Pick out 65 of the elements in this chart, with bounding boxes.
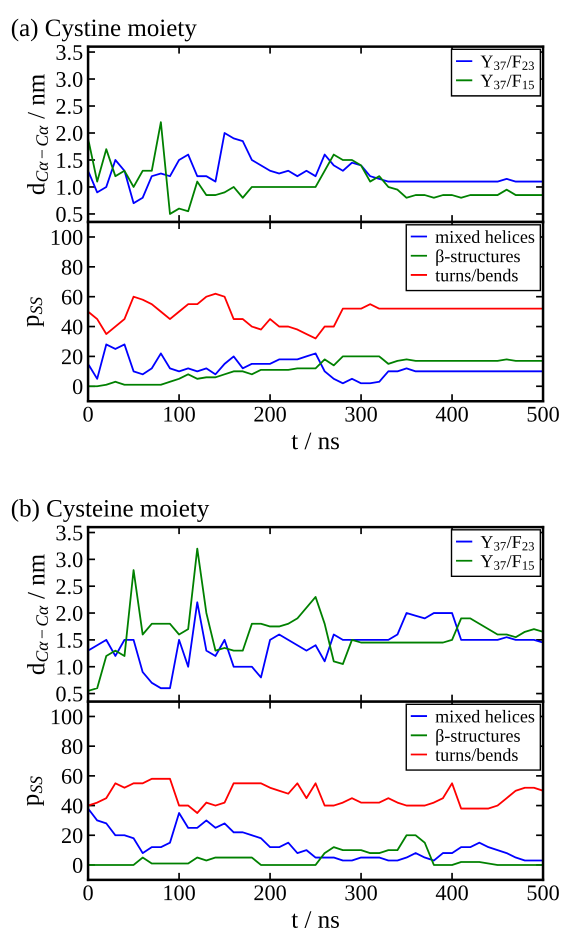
y-tick-label: 2.5	[56, 99, 82, 114]
y-tick-label: 40	[61, 798, 82, 814]
legend-label: β-structures	[436, 728, 520, 746]
y-tick-label: 0.5	[56, 686, 82, 702]
chart-title: (a) Cystine moiety	[12, 18, 197, 42]
x-tick-label: 500	[528, 885, 559, 900]
y-tick-label: 0	[72, 379, 82, 394]
legend-label: mixed helices	[436, 230, 534, 243]
x-tick-label: 300	[345, 885, 377, 900]
y-tick-label: 60	[62, 290, 82, 305]
y-axis-title: d$_{Cα−Cα}$ / nm	[27, 74, 48, 194]
y-tick-label: 60	[62, 768, 82, 784]
legend-label: Y$_{37}$/F$_{15}$	[480, 555, 534, 570]
x-tick-label: 200	[254, 406, 286, 422]
y-tick-label: 20	[62, 828, 82, 844]
x-tick-label: 500	[528, 406, 559, 422]
line-series	[88, 834, 544, 866]
x-tick-label: 0	[83, 406, 93, 422]
y-tick-label: 3.5	[56, 45, 82, 60]
y-tick-label: 40	[61, 319, 82, 334]
legend-label: mixed helices	[436, 710, 534, 723]
line-series	[88, 601, 544, 690]
x-axis-title: t / ns	[292, 432, 339, 450]
y-tick-label: 100	[52, 230, 82, 245]
y-axis-title: p$_{SS}$	[26, 776, 44, 806]
line-series	[88, 121, 544, 215]
line-series	[88, 292, 544, 340]
y-tick-label: 1.5	[57, 632, 82, 648]
x-tick-label: 400	[436, 406, 468, 422]
y-tick-label: 3.0	[56, 552, 82, 568]
legend-label: Y$_{37}$/F$_{23}$	[480, 536, 534, 551]
legend-label: Y$_{37}$/F$_{23}$	[480, 55, 534, 70]
legend-label: Y$_{37}$/F$_{15}$	[480, 74, 534, 90]
line-series	[88, 344, 544, 384]
x-tick-label: 200	[254, 885, 286, 900]
line-series	[88, 778, 544, 814]
x-axis-title: t / ns	[292, 911, 339, 928]
y-tick-label: 0.5	[56, 206, 82, 222]
legend-label: turns/bends	[435, 748, 518, 762]
y-tick-label: 2.0	[56, 606, 82, 622]
y-tick-label: 2.5	[56, 579, 82, 594]
y-tick-label: 20	[62, 349, 82, 364]
y-tick-label: 2.0	[56, 126, 82, 142]
y-tick-label: 1.0	[57, 660, 82, 675]
legend-label: turns/bends	[435, 268, 518, 282]
y-tick-label: 1.0	[57, 180, 82, 195]
y-axis-title: d$_{Cα−Cα}$ / nm	[27, 554, 48, 674]
y-axis-title: p$_{SS}$	[26, 297, 44, 327]
y-tick-label: 80	[62, 739, 82, 754]
x-tick-label: 400	[436, 885, 468, 900]
y-tick-label: 100	[52, 709, 82, 724]
line-series	[88, 356, 544, 388]
line-series	[88, 808, 544, 862]
x-tick-label: 100	[164, 406, 195, 422]
y-tick-label: 3.0	[56, 72, 82, 88]
y-tick-label: 1.5	[57, 153, 82, 168]
y-tick-label: 3.5	[56, 526, 82, 541]
legend-label: β-structures	[436, 249, 520, 266]
x-tick-label: 300	[345, 406, 377, 422]
y-tick-label: 0	[72, 858, 82, 873]
x-tick-label: 100	[164, 885, 195, 900]
chart-title: (b) Cysteine moiety	[12, 499, 210, 522]
line-series	[88, 132, 544, 204]
y-tick-label: 80	[62, 260, 82, 275]
x-tick-label: 0	[83, 885, 93, 900]
